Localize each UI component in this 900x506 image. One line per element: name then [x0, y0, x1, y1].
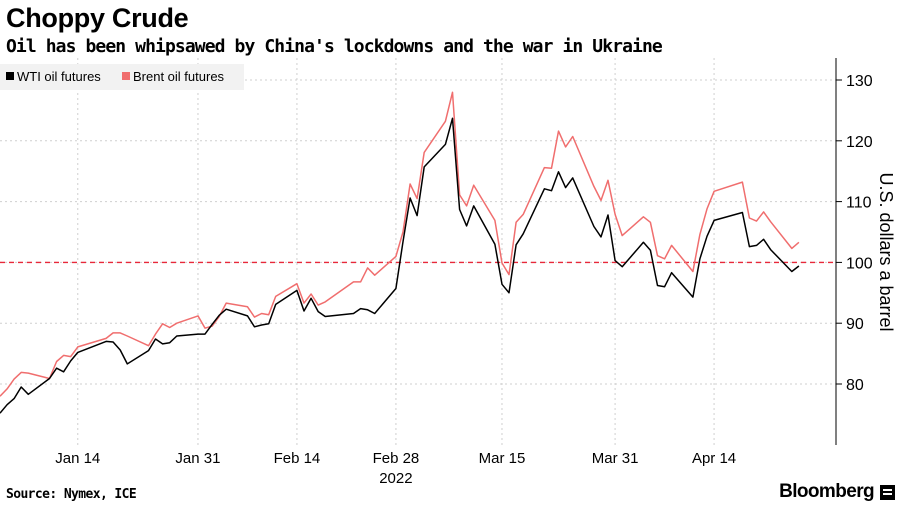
legend-swatch-brent: [122, 72, 130, 80]
brent-series-line: [0, 91, 800, 397]
x-axis-year-label: 2022: [379, 470, 412, 487]
chart-subtitle: Oil has been whipsawed by China's lockdo…: [6, 36, 663, 57]
legend-label-brent: Brent oil futures: [133, 69, 225, 84]
x-tick-label: Mar 15: [479, 450, 526, 467]
x-tick-label: Feb 28: [373, 450, 420, 467]
y-tick-label: 100: [846, 255, 873, 272]
y-tick-label: 130: [846, 73, 873, 90]
bloomberg-logo: Bloomberg: [779, 481, 874, 502]
y-axis: 80 90 100 110 120 130: [835, 58, 873, 445]
y-axis-label: U.S. dollars a barrel: [876, 172, 896, 331]
y-tick-label: 90: [846, 316, 864, 333]
x-tick-label: Apr 14: [692, 450, 736, 467]
bloomberg-terminal-icon: [880, 485, 895, 500]
gridlines: [0, 58, 836, 445]
wti-series-line: [0, 117, 800, 414]
y-tick-label: 80: [846, 377, 864, 394]
x-axis-labels: Jan 14 Jan 31 Feb 14 Feb 28 Mar 15 Mar 31 Apr …: [55, 450, 736, 467]
chart-title: Choppy Crude: [6, 3, 189, 33]
x-tick-label: Jan 31: [175, 450, 220, 467]
legend: WTI oil futures Brent oil futures: [0, 64, 244, 90]
y-tick-label: 120: [846, 134, 873, 151]
x-tick-label: Jan 14: [55, 450, 100, 467]
legend-swatch-wti: [6, 72, 14, 80]
x-tick-label: Feb 14: [274, 450, 321, 467]
source-note: Source: Nymex, ICE: [6, 487, 137, 502]
y-tick-label: 110: [846, 195, 872, 212]
x-tick-label: Mar 31: [592, 450, 639, 467]
series-lines: [0, 91, 800, 414]
legend-label-wti: WTI oil futures: [17, 69, 101, 84]
